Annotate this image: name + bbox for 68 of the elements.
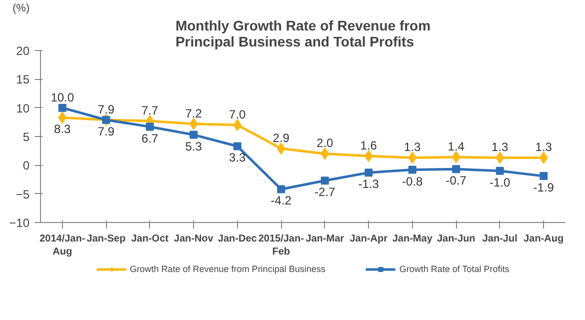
x-tick-label: 2014/Jan- Aug: [40, 234, 86, 258]
x-tick-label: Jan-May: [392, 234, 433, 244]
data-label: -1.3: [358, 177, 380, 192]
point: [320, 176, 329, 185]
point: [540, 172, 548, 180]
y-tick-label: 20: [16, 44, 30, 58]
point: [364, 150, 373, 162]
point: [496, 166, 504, 175]
point: [277, 185, 286, 194]
point: [452, 151, 460, 164]
data-label: -0.7: [446, 174, 467, 188]
y-tick-label: −10: [9, 216, 30, 230]
point: [320, 148, 330, 160]
x-tick-label: Jan-Jul: [482, 234, 518, 244]
data-label: 7.0: [229, 108, 246, 122]
point: [146, 122, 154, 131]
x-tick-label: Jan-Aug: [524, 234, 564, 244]
point: [539, 152, 548, 164]
point: [276, 142, 286, 155]
point: [189, 118, 198, 130]
x-tick-label: 2015/Jan- Feb: [258, 234, 304, 258]
data-label: -4.2: [270, 194, 292, 208]
x-tick-label: Jan-Oct: [131, 234, 170, 244]
data-label: 1.6: [360, 138, 378, 152]
legend-label: Growth Rate of Total Profits: [399, 264, 510, 274]
data-label: 6.7: [142, 131, 159, 146]
data-label: 1.4: [448, 140, 465, 154]
data-label: 10.0: [50, 90, 74, 104]
x-tick-label: Jan-Apr: [350, 234, 388, 244]
y-tick-label: 0: [22, 158, 30, 173]
data-label: 7.9: [98, 124, 115, 138]
point: [452, 165, 460, 174]
data-label: -0.8: [402, 174, 424, 188]
x-tick-label: Jan-Dec: [218, 234, 258, 244]
data-label: 2.9: [272, 131, 290, 146]
y-tick-label: 10: [16, 101, 30, 116]
y-tick-label: 5: [22, 130, 30, 144]
point: [408, 152, 417, 164]
point: [233, 119, 242, 132]
data-label: 3.3: [229, 150, 246, 165]
data-label: -2.7: [314, 185, 336, 200]
legend-label: Growth Rate of Revenue from Principal Business: [130, 264, 326, 274]
data-label: 2.0: [316, 136, 334, 150]
chart-title: Monthly Growth Rate of Revenue from Principal Business and Total Profits: [175, 18, 431, 50]
point: [408, 166, 416, 174]
data-label: -1.0: [490, 175, 511, 190]
y-axis-title: (%): [12, 2, 30, 14]
point: [58, 104, 66, 112]
y-tick-label: −5: [16, 187, 30, 202]
data-label: 1.3: [404, 140, 422, 154]
y-tick-label: 15: [16, 72, 30, 87]
x-tick-label: Jan-Nov: [174, 234, 214, 244]
point: [190, 130, 198, 139]
point: [364, 168, 373, 177]
point: [496, 152, 504, 164]
data-label: 1.3: [492, 140, 509, 154]
point: [58, 112, 67, 124]
data-label: -1.9: [533, 180, 554, 195]
data-label: 7.7: [142, 104, 159, 118]
x-tick-label: Jan-Jun: [436, 234, 476, 244]
data-label: 8.3: [54, 122, 72, 136]
point: [233, 142, 242, 150]
data-label: 5.3: [185, 139, 202, 154]
data-label: 7.2: [185, 106, 202, 120]
x-tick-label: Jan-Mar: [306, 234, 344, 244]
data-label: 7.9: [98, 102, 115, 116]
data-label: 1.3: [535, 140, 552, 154]
x-tick-label: Jan-Sep: [86, 234, 126, 244]
